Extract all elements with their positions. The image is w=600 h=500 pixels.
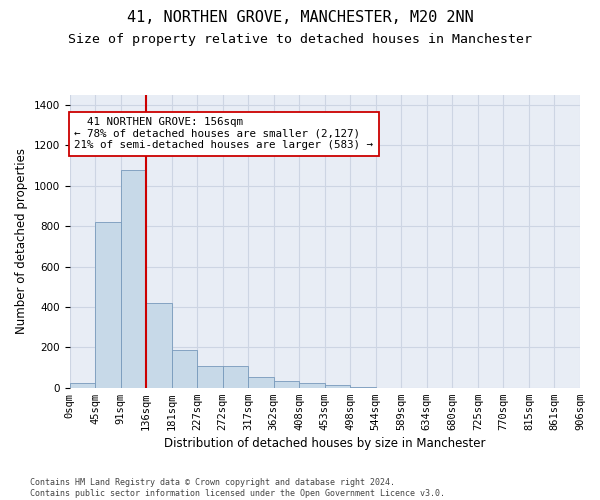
Bar — [197, 366, 223, 388]
Bar — [248, 376, 274, 388]
Bar — [325, 384, 350, 388]
Bar — [223, 366, 248, 388]
Bar — [299, 382, 325, 388]
Text: 41, NORTHEN GROVE, MANCHESTER, M20 2NN: 41, NORTHEN GROVE, MANCHESTER, M20 2NN — [127, 10, 473, 25]
Text: Contains HM Land Registry data © Crown copyright and database right 2024.
Contai: Contains HM Land Registry data © Crown c… — [30, 478, 445, 498]
Bar — [95, 222, 121, 388]
Bar — [350, 386, 376, 388]
Bar — [172, 350, 197, 388]
Y-axis label: Number of detached properties: Number of detached properties — [15, 148, 28, 334]
Text: 41 NORTHEN GROVE: 156sqm
← 78% of detached houses are smaller (2,127)
21% of sem: 41 NORTHEN GROVE: 156sqm ← 78% of detach… — [74, 117, 373, 150]
Bar — [146, 303, 172, 388]
X-axis label: Distribution of detached houses by size in Manchester: Distribution of detached houses by size … — [164, 437, 485, 450]
Text: Size of property relative to detached houses in Manchester: Size of property relative to detached ho… — [68, 32, 532, 46]
Bar — [121, 170, 146, 388]
Bar — [274, 380, 299, 388]
Bar — [70, 382, 95, 388]
